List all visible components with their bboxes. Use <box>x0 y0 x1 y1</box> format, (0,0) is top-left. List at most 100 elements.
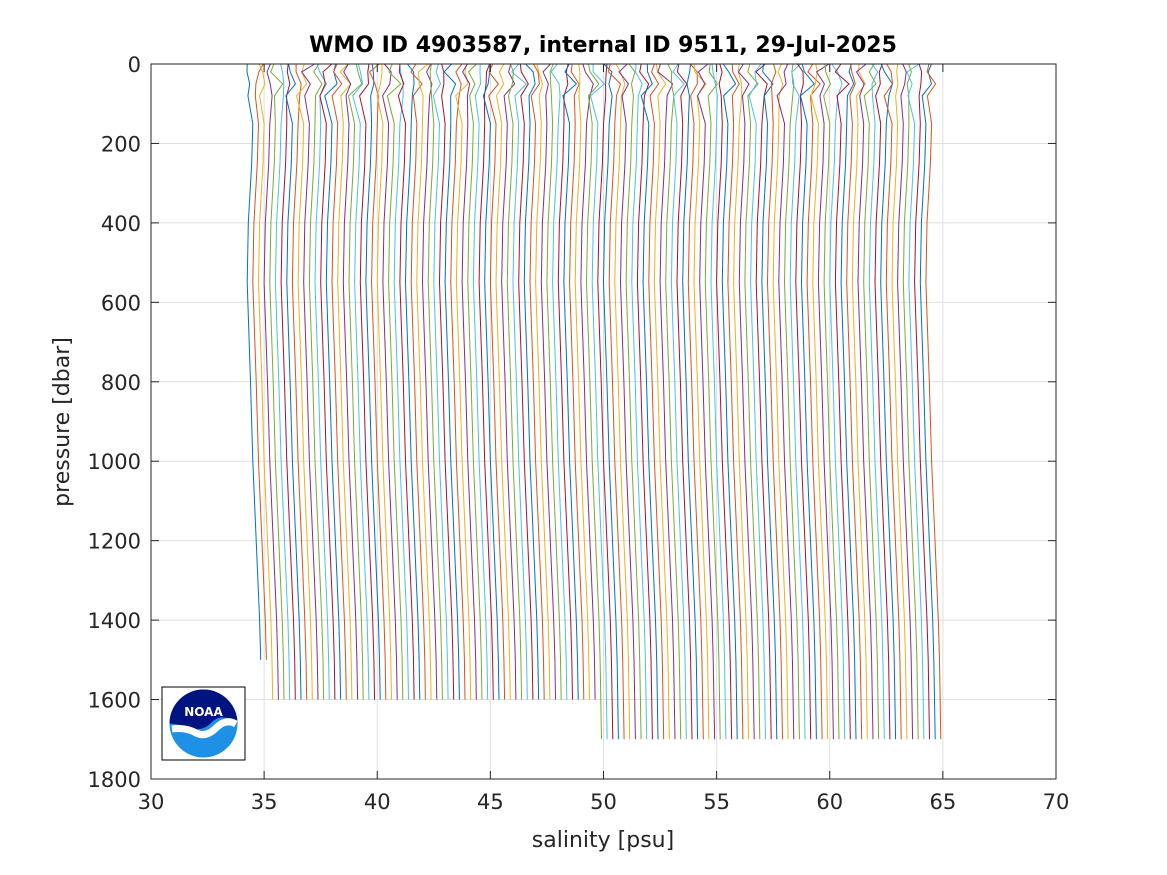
x-tick-label: 35 <box>251 790 278 814</box>
salinity-profile-line <box>569 63 585 700</box>
salinity-profile-line <box>721 63 738 740</box>
salinity-profile-line <box>397 63 415 700</box>
salinity-profile-line <box>550 63 568 700</box>
salinity-profile-line <box>337 63 353 700</box>
x-tick-label: 30 <box>138 790 165 814</box>
salinity-profile-line <box>529 63 545 700</box>
salinity-profile-line <box>883 63 902 740</box>
salinity-profile-line <box>295 63 313 700</box>
salinity-profile-line <box>324 63 342 700</box>
salinity-profile-line <box>585 63 602 740</box>
salinity-profile-line <box>657 63 676 740</box>
x-axis-label: salinity [psu] <box>532 828 674 853</box>
y-tick-label: 1400 <box>88 609 141 633</box>
salinity-profile-line <box>263 63 279 700</box>
salinity-profile-line <box>495 63 511 700</box>
salinity-profile-line <box>795 63 812 740</box>
salinity-profile-line <box>352 63 370 700</box>
salinity-profile-line <box>359 63 375 700</box>
salinity-profile-line <box>823 63 840 740</box>
salinity-profile-line <box>269 63 285 700</box>
salinity-profile-line <box>450 63 466 700</box>
y-tick-label: 1000 <box>88 450 141 474</box>
salinity-profile-line <box>482 63 500 700</box>
salinity-profile-line <box>806 63 823 740</box>
salinity-profile-line <box>868 63 885 740</box>
y-tick-label: 600 <box>101 291 141 315</box>
salinity-profile-line <box>540 63 556 700</box>
chart-title: WMO ID 4903587, internal ID 9511, 29-Jul… <box>309 33 897 58</box>
salinity-profile-line <box>697 63 716 740</box>
salinity-profile-line <box>925 63 942 740</box>
salinity-profile-line <box>523 63 540 700</box>
salinity-profile-line <box>347 63 364 700</box>
salinity-profile-line <box>682 63 699 740</box>
salinity-profile-line <box>733 63 749 740</box>
salinity-profile-line <box>874 63 891 740</box>
salinity-profile-line <box>510 63 528 700</box>
salinity-profile-line <box>342 63 359 700</box>
salinity-profile-line <box>562 63 579 700</box>
y-tick-label: 0 <box>128 53 141 77</box>
x-tick-label: 65 <box>930 790 957 814</box>
salinity-profile-line <box>410 63 426 700</box>
salinity-profile-line <box>855 63 874 740</box>
salinity-profile-line <box>919 63 936 740</box>
salinity-profile-line <box>557 63 573 700</box>
salinity-profile-line <box>687 63 704 740</box>
salinity-profile-line <box>772 63 789 740</box>
salinity-profile-line <box>443 63 460 700</box>
salinity-profile-line <box>863 63 880 740</box>
salinity-profile-line <box>716 63 733 740</box>
salinity-profile-line <box>478 63 494 700</box>
salinity-profile-line <box>834 63 851 740</box>
salinity-profile-line <box>766 63 783 740</box>
salinity-profile-line <box>386 63 404 700</box>
salinity-profile-line <box>257 63 274 700</box>
y-tick-label: 200 <box>101 132 141 156</box>
salinity-profile-line <box>748 63 766 740</box>
salinity-profile-line <box>602 63 619 740</box>
salinity-profile-line <box>501 63 517 700</box>
salinity-profile-line <box>518 63 534 700</box>
salinity-profile-line <box>404 63 421 700</box>
x-tick-label: 50 <box>590 790 617 814</box>
salinity-profile-line <box>776 63 795 740</box>
salinity-profile-line <box>506 63 523 700</box>
salinity-profile-line <box>744 63 761 740</box>
salinity-profile-line <box>737 63 755 740</box>
salinity-profile-line <box>488 63 506 700</box>
salinity-profile-line <box>636 63 653 740</box>
salinity-profile-line <box>365 63 381 700</box>
salinity-profile-line <box>589 64 608 740</box>
salinity-profile-line <box>421 63 438 700</box>
x-tick-labels: 30 35 40 45 50 55 60 65 70 <box>138 790 1070 814</box>
salinity-profiles <box>246 63 942 740</box>
x-tick-label: 55 <box>703 790 730 814</box>
salinity-profile-line <box>246 63 262 660</box>
salinity-profile-line <box>535 63 551 700</box>
salinity-profile-line <box>897 63 914 740</box>
salinity-profile-line <box>631 63 648 740</box>
salinity-profile-line <box>285 63 302 700</box>
salinity-profile-line <box>319 63 336 700</box>
y-tick-label: 1200 <box>88 530 141 554</box>
salinity-profile-line <box>891 63 908 740</box>
salinity-profile-line <box>676 63 693 740</box>
y-tick-labels: 0 200 400 600 800 1000 1200 1400 1600 1800 <box>88 53 141 792</box>
salinity-profile-line <box>693 63 710 740</box>
salinity-profile-line <box>472 63 489 700</box>
y-tick-label: 1600 <box>88 689 141 713</box>
salinity-profile-line <box>455 63 472 700</box>
salinity-profile-line <box>755 63 772 740</box>
salinity-profile-line <box>280 63 296 700</box>
salinity-profile-line <box>427 63 443 700</box>
salinity-profile-line <box>625 63 642 740</box>
salinity-profile-line <box>467 63 483 700</box>
noaa-logo-icon: NOAA <box>161 686 246 761</box>
salinity-profile-line <box>432 63 449 700</box>
salinity-profile-line <box>710 63 727 740</box>
salinity-profile-line <box>314 63 330 700</box>
salinity-profile-line <box>438 63 455 700</box>
